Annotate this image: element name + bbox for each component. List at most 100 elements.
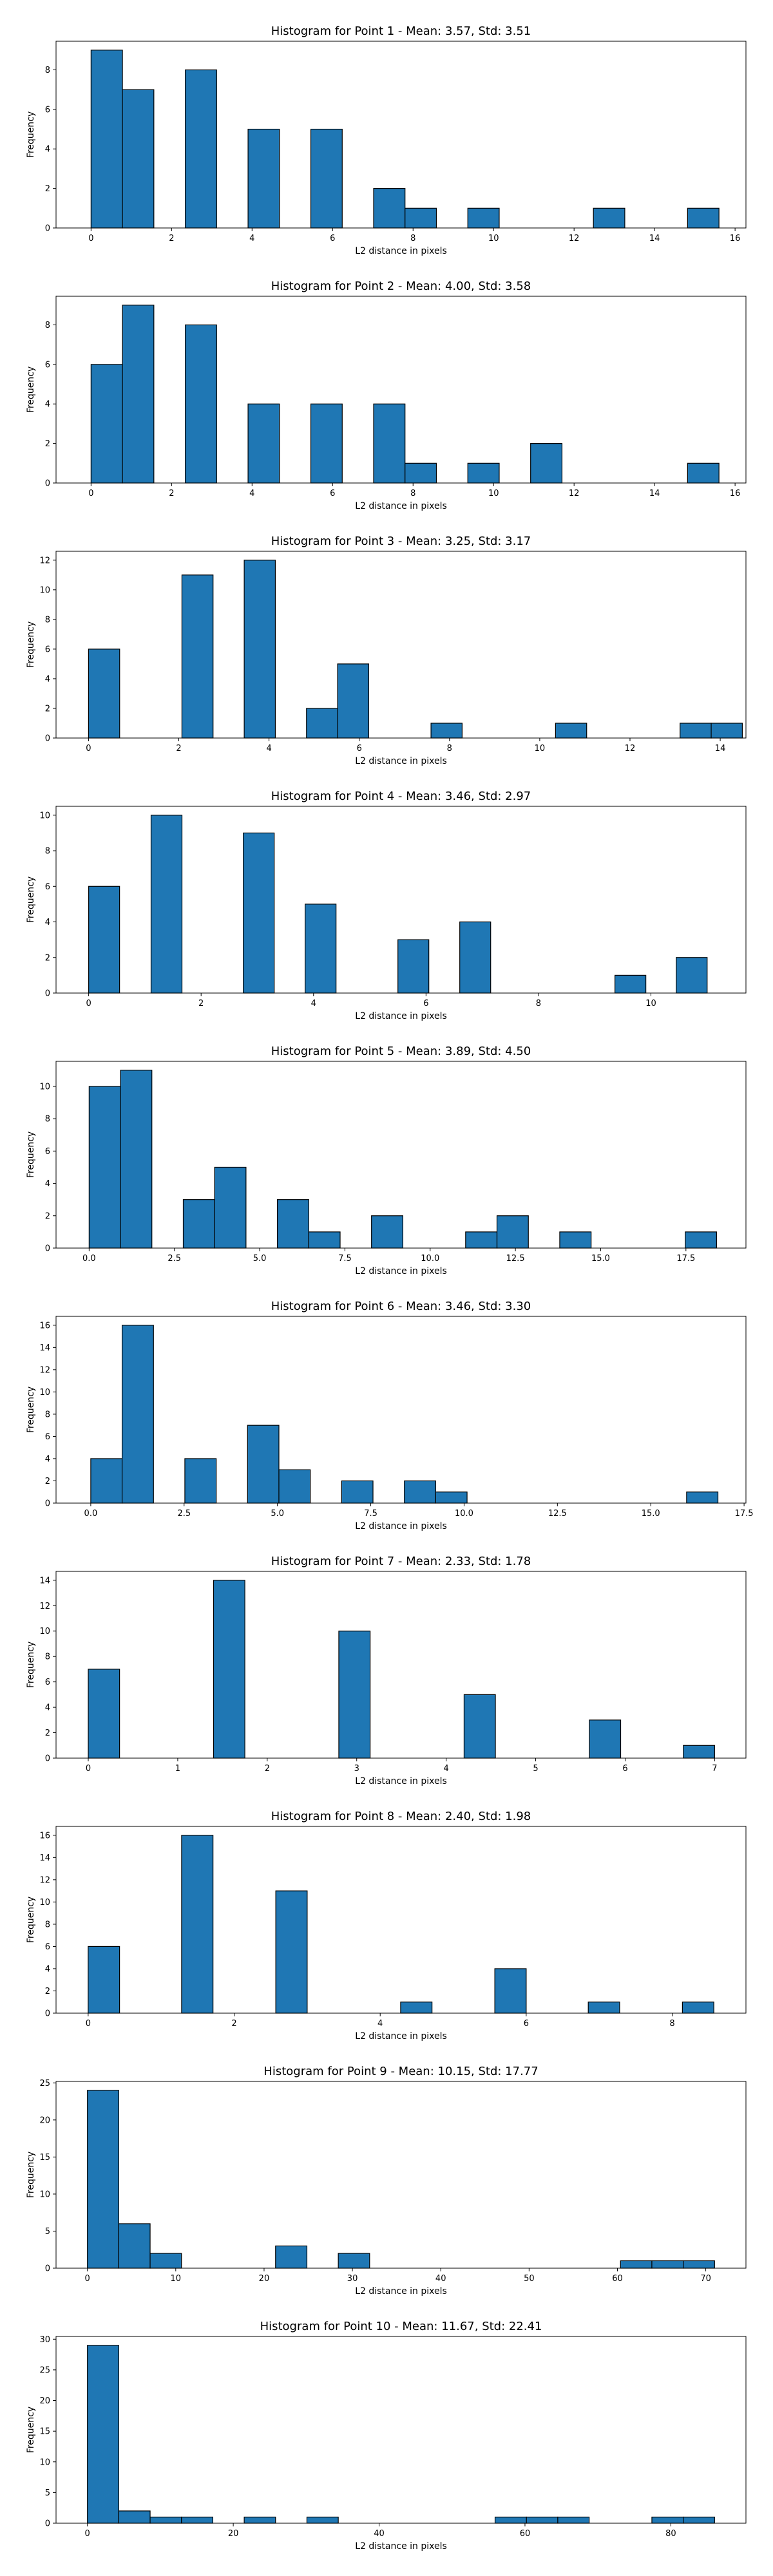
y-tick-label: 12	[39, 1875, 50, 1885]
chart-title: Histogram for Point 9 - Mean: 10.15, Std…	[263, 2065, 538, 2078]
histogram-bar	[435, 1492, 468, 1504]
x-tick-label: 14	[649, 489, 660, 498]
histogram-bar	[306, 708, 338, 739]
x-tick-label: 20	[228, 2529, 239, 2539]
histogram-bar	[494, 2516, 527, 2524]
y-tick-label: 4	[45, 1964, 50, 1974]
histogram-bar	[337, 663, 370, 739]
histogram-bar	[373, 188, 406, 229]
x-tick-label: 80	[665, 2529, 676, 2539]
histogram-bar	[530, 443, 563, 484]
y-tick-label: 10	[39, 811, 50, 820]
histogram-panel-3: Histogram for Point 3 - Mean: 3.25, Std:…	[26, 535, 747, 766]
x-tick-label: 30	[347, 2274, 358, 2284]
axes-frame	[55, 1316, 747, 1504]
histogram-bar	[683, 1745, 715, 1759]
x-tick-label: 50	[524, 2274, 535, 2284]
histogram-panel-5: Histogram for Point 5 - Mean: 3.89, Std:…	[26, 1045, 747, 1276]
chart-title: Histogram for Point 10 - Mean: 11.67, St…	[260, 2320, 542, 2333]
y-tick-label: 15	[39, 2153, 50, 2163]
x-tick-label: 0	[88, 234, 93, 243]
x-axis-label: L2 distance in pixels	[355, 2031, 447, 2041]
x-tick-label: 0.0	[84, 1509, 98, 1519]
x-tick-label: 4	[249, 489, 254, 498]
x-tick-label: 60	[520, 2529, 531, 2539]
histogram-bar	[494, 1968, 527, 2014]
histogram-bar	[214, 1166, 247, 1249]
histogram-bar	[459, 921, 491, 994]
x-axis-label: L2 distance in pixels	[355, 2541, 447, 2552]
y-tick-label: 8	[45, 1115, 50, 1124]
y-tick-label: 2	[45, 1987, 50, 1996]
y-tick-label: 6	[45, 105, 50, 115]
x-tick-label: 10	[535, 744, 546, 753]
x-tick-label: 8	[536, 999, 541, 1009]
y-tick-label: 0	[45, 2519, 50, 2529]
axes-frame	[55, 1826, 747, 2014]
histogram-bar	[87, 2090, 119, 2269]
y-tick-label: 12	[39, 556, 50, 565]
y-tick-label: 0	[45, 989, 50, 999]
histogram-bar	[181, 1835, 214, 2014]
histogram-bar	[122, 89, 155, 229]
y-tick-label: 30	[39, 2335, 50, 2345]
x-axis-label: L2 distance in pixels	[355, 756, 447, 766]
y-tick-label: 14	[39, 1576, 50, 1586]
y-tick-label: 2	[45, 704, 50, 714]
histogram-bar	[182, 1199, 215, 1249]
x-tick-label: 1	[175, 1764, 180, 1774]
histogram-bar	[122, 305, 155, 484]
y-axis-label: Frequency	[26, 111, 36, 158]
x-tick-label: 60	[612, 2274, 623, 2284]
y-axis-label: Frequency	[26, 1642, 36, 1688]
y-tick-label: 15	[39, 2427, 50, 2437]
histogram-bar	[371, 1215, 404, 1249]
chart-title: Histogram for Point 8 - Mean: 2.40, Std:…	[271, 1810, 531, 1823]
y-tick-label: 4	[45, 1703, 50, 1713]
axes-frame	[55, 1061, 747, 1249]
histogram-bar	[87, 2345, 119, 2524]
x-axis-label: L2 distance in pixels	[355, 246, 447, 256]
histogram-bar	[338, 1631, 371, 1759]
y-tick-label: 6	[45, 1147, 50, 1157]
chart-title: Histogram for Point 4 - Mean: 3.46, Std:…	[271, 790, 531, 803]
y-tick-label: 10	[39, 1898, 50, 1908]
x-tick-label: 12.5	[548, 1509, 567, 1519]
y-tick-label: 12	[39, 1365, 50, 1375]
y-tick-label: 10	[39, 585, 50, 595]
histogram-bar	[310, 403, 343, 484]
x-tick-label: 2	[231, 2019, 236, 2029]
histogram-bar	[496, 1215, 529, 1249]
histogram-bar	[243, 832, 275, 994]
histogram-bar	[587, 2002, 620, 2014]
y-tick-label: 0	[45, 734, 50, 744]
y-tick-label: 0	[45, 479, 50, 489]
x-tick-label: 4	[444, 1764, 449, 1774]
x-tick-label: 5.0	[271, 1509, 284, 1519]
histogram-bar	[620, 2260, 653, 2269]
x-tick-label: 10	[171, 2274, 182, 2284]
y-tick-label: 0	[45, 1244, 50, 1254]
histogram-bar	[463, 1694, 496, 1759]
histogram-bar	[687, 462, 720, 484]
histogram-bar	[150, 815, 183, 994]
x-tick-label: 8	[447, 744, 452, 753]
histogram-bar	[278, 1469, 311, 1504]
y-axis-label: Frequency	[26, 1132, 36, 1178]
y-tick-label: 4	[45, 145, 50, 155]
histogram-panel-2: Histogram for Point 2 - Mean: 4.00, Std:…	[26, 279, 747, 511]
y-tick-label: 12	[39, 1602, 50, 1611]
histogram-panel-6: Histogram for Point 6 - Mean: 3.46, Std:…	[26, 1300, 754, 1531]
histogram-panel-9: Histogram for Point 9 - Mean: 10.15, Std…	[26, 2065, 747, 2297]
x-tick-label: 6	[524, 2019, 529, 2029]
x-tick-label: 17.5	[676, 1254, 695, 1264]
y-axis-label: Frequency	[26, 366, 36, 413]
x-tick-label: 2	[176, 744, 181, 753]
y-tick-label: 0	[45, 1754, 50, 1764]
histogram-bar	[711, 723, 743, 739]
histogram-bar	[557, 2516, 590, 2524]
y-axis-label: Frequency	[26, 2152, 36, 2198]
histogram-bar	[118, 2223, 151, 2269]
x-tick-label: 2	[169, 234, 174, 243]
y-tick-label: 0	[45, 2264, 50, 2274]
